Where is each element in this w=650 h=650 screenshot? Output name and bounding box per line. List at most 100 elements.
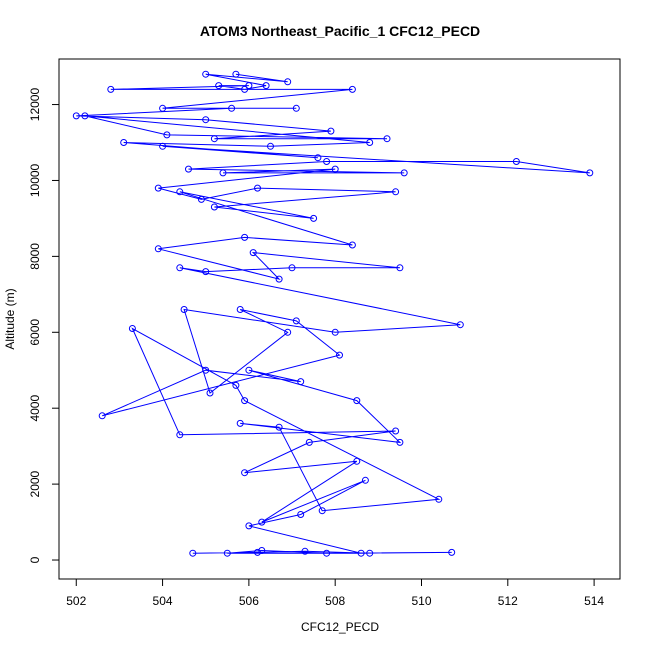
data-point	[258, 518, 266, 526]
data-point	[310, 214, 318, 222]
data-point	[353, 457, 361, 465]
y-axis-label: Altitude (m)	[3, 288, 17, 349]
data-point	[120, 139, 128, 146]
data-point	[236, 419, 244, 427]
data-point	[202, 116, 210, 124]
data-point	[163, 131, 171, 139]
data-point	[176, 264, 184, 272]
data-point	[396, 438, 404, 446]
data-point	[232, 70, 240, 78]
series-line	[76, 73, 590, 554]
y-tick-label: 0	[28, 556, 42, 563]
data-point	[357, 549, 365, 557]
data-point	[262, 82, 270, 90]
data-point	[245, 366, 253, 374]
data-point	[348, 241, 356, 249]
data-point	[98, 412, 106, 420]
chart-title: ATOM3 Northeast_Pacific_1 CFC12_PECD	[200, 23, 480, 39]
data-point	[275, 275, 283, 283]
data-point	[245, 522, 253, 530]
data-point	[241, 397, 249, 405]
x-tick-label: 508	[325, 594, 345, 608]
data-point	[180, 306, 188, 313]
data-point	[228, 104, 236, 112]
data-point	[366, 139, 374, 146]
data-point	[323, 549, 331, 557]
data-point	[202, 268, 210, 276]
data-point	[81, 112, 89, 120]
x-tick-label: 502	[66, 594, 86, 608]
data-point	[400, 169, 408, 177]
data-point	[206, 389, 214, 397]
data-point	[301, 547, 309, 555]
data-point	[176, 188, 184, 196]
x-tick-label: 514	[584, 594, 604, 608]
data-point	[305, 438, 313, 446]
data-point	[241, 233, 249, 241]
data-point	[348, 85, 356, 93]
y-tick-label: 8000	[28, 243, 42, 270]
x-tick-label: 510	[411, 594, 431, 608]
x-tick-label: 504	[153, 594, 173, 608]
data-point	[185, 165, 192, 173]
data-point	[435, 495, 443, 503]
data-point	[241, 469, 249, 477]
data-point	[154, 184, 162, 192]
data-point	[383, 135, 391, 143]
data-point	[258, 547, 266, 554]
data-point	[241, 85, 249, 93]
data-point	[128, 325, 136, 332]
data-point	[327, 127, 335, 135]
data-point	[323, 158, 331, 165]
data-point	[456, 321, 464, 329]
data-point	[318, 507, 326, 515]
data-point	[366, 549, 374, 557]
data-point	[245, 82, 253, 90]
data-point	[223, 549, 231, 557]
data-point	[361, 476, 369, 484]
data-point	[159, 104, 167, 112]
series-points	[72, 70, 594, 557]
y-tick-label: 6000	[28, 319, 42, 346]
data-point	[210, 203, 218, 211]
data-point	[448, 548, 456, 556]
data-point	[392, 427, 400, 435]
data-point	[284, 78, 292, 86]
data-point	[292, 317, 300, 325]
data-point	[202, 366, 210, 374]
data-point	[288, 264, 296, 272]
data-point	[254, 184, 261, 192]
data-point	[331, 165, 339, 173]
data-point	[107, 85, 115, 93]
data-point	[353, 397, 361, 405]
y-tick-label: 4000	[28, 395, 42, 422]
data-point	[236, 306, 244, 313]
data-point	[314, 154, 322, 162]
data-point	[392, 188, 400, 196]
data-point	[512, 158, 520, 165]
data-point	[336, 351, 343, 359]
data-point	[219, 169, 227, 177]
data-point	[297, 511, 305, 518]
data-point	[275, 423, 283, 431]
data-point	[297, 378, 305, 386]
data-point	[586, 169, 594, 177]
x-axis: 502 504 506 508 510 512 514	[66, 578, 604, 608]
data-point	[202, 70, 210, 78]
data-point	[331, 328, 339, 336]
y-tick-label: 2000	[28, 470, 42, 497]
data-point	[72, 112, 80, 120]
data-point	[396, 264, 404, 272]
data-point	[159, 142, 167, 150]
data-point	[197, 195, 205, 203]
data-point	[267, 142, 274, 150]
x-axis-label: CFC12_PECD	[301, 620, 379, 634]
x-tick-label: 512	[498, 594, 518, 608]
data-point	[154, 245, 162, 253]
x-tick-label: 506	[239, 594, 259, 608]
data-point	[215, 82, 223, 90]
y-tick-label: 10000	[28, 163, 42, 197]
y-tick-label: 12000	[28, 88, 42, 122]
data-point	[249, 249, 257, 257]
